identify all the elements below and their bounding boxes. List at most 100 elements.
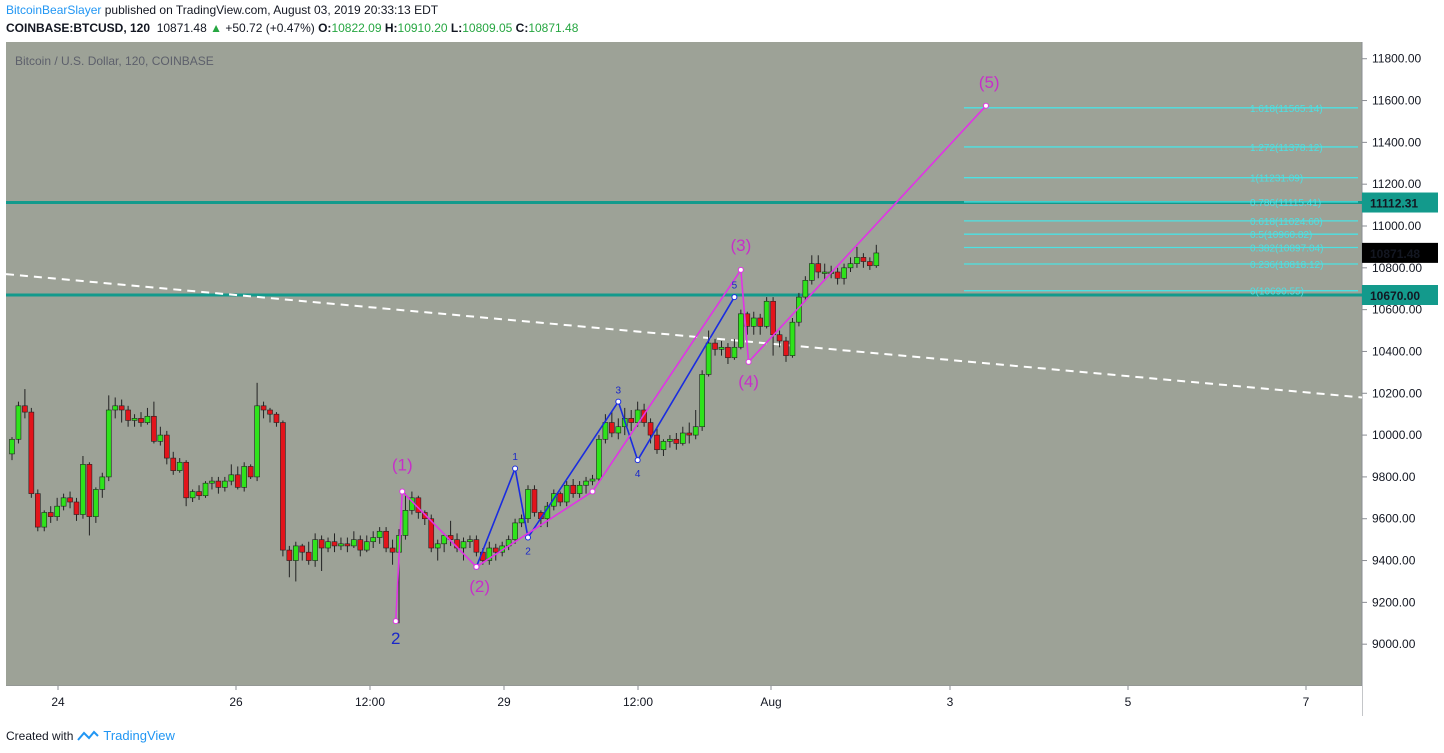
minor-wave-line-node — [731, 294, 738, 301]
x-tick-label: 12:00 — [355, 695, 385, 709]
candle-body — [151, 415, 157, 442]
candle-body — [112, 405, 118, 411]
candle-body — [563, 484, 570, 503]
major-wave-line-node — [982, 102, 989, 109]
candle-body — [15, 405, 22, 440]
candle-body — [54, 505, 60, 517]
candle-body — [144, 415, 151, 423]
y-tick-label: 10200.00 — [1372, 386, 1422, 400]
minor-wave-line-node — [525, 534, 531, 541]
candle-body — [609, 422, 615, 434]
y-tick-label: 11800.00 — [1372, 52, 1421, 66]
fib-level-label: 1.272(11378.12) — [1250, 143, 1323, 154]
change-arrow-icon: ▲ — [210, 21, 222, 35]
y-tick-label: 9800.00 — [1372, 470, 1416, 484]
candle-body — [222, 480, 228, 488]
candle-body — [267, 409, 273, 415]
candle-body — [292, 545, 299, 561]
candle-body — [280, 422, 286, 551]
minor-wave-line-node — [634, 457, 641, 464]
candle-body — [389, 547, 396, 553]
candle-body — [589, 478, 596, 482]
candle-body — [596, 438, 602, 480]
minor-wave-line — [475, 296, 736, 568]
tradingview-logo-icon — [77, 730, 100, 741]
candle-body — [28, 411, 35, 494]
candle-body — [273, 413, 280, 423]
candle-body — [241, 466, 247, 488]
candle-body — [73, 501, 80, 515]
publish-text: published on TradingView.com, August 03,… — [101, 3, 439, 17]
candle-body — [138, 418, 144, 423]
candle-body — [628, 418, 635, 423]
candle-body — [841, 267, 847, 279]
candle-body — [641, 409, 647, 423]
minor-wave-label: 1 — [512, 452, 518, 463]
candle-body — [660, 441, 667, 451]
major-wave-line-node — [392, 618, 399, 625]
footer: Created with TradingView — [6, 728, 175, 743]
minor-wave-label: 4 — [635, 469, 641, 480]
author-link[interactable]: BitcoinBearSlayer — [6, 3, 102, 17]
time-axis-background — [6, 686, 1362, 716]
last-price-label: 10871.48 — [1370, 247, 1420, 261]
minor-wave-line-node — [615, 398, 622, 405]
fib-level-label: 1(11231.09) — [1250, 174, 1303, 185]
candle-body — [170, 457, 177, 471]
candle-body — [383, 530, 389, 549]
fib-level-label: 0.618(11024.60) — [1250, 217, 1323, 228]
major-wave-line-node — [737, 266, 744, 273]
candle-body — [299, 545, 306, 553]
candle-body — [202, 482, 209, 497]
candle-body — [821, 271, 828, 274]
candle-body — [80, 464, 86, 515]
wave-2-label: 2 — [391, 629, 400, 648]
major-wave-label: (1) — [392, 456, 413, 475]
candle-body — [847, 263, 854, 269]
x-tick-label: Aug — [760, 695, 781, 709]
candle-body — [286, 549, 293, 561]
high-value: 10910.20 — [397, 21, 448, 35]
candle-body — [718, 346, 725, 350]
publish-line: BitcoinBearSlayer published on TradingVi… — [6, 3, 438, 17]
candle-body — [376, 530, 383, 538]
price-level-label: 11112.31 — [1370, 197, 1418, 211]
candle-body — [105, 409, 112, 478]
candle-body — [357, 539, 364, 551]
major-wave-label: (4) — [738, 372, 759, 391]
y-tick-label: 10800.00 — [1372, 261, 1422, 275]
symbol-label: COINBASE:BTCUSD, 120 — [6, 21, 151, 35]
minor-wave-label: 2 — [525, 546, 531, 557]
fib-level-label: 0.5(10960.82) — [1250, 230, 1312, 241]
y-tick-label: 10400.00 — [1372, 344, 1422, 358]
y-tick-label: 11600.00 — [1372, 94, 1421, 108]
y-tick-label: 9400.00 — [1372, 554, 1416, 568]
candle-body — [176, 461, 183, 471]
candle-body — [570, 484, 576, 494]
candle-body — [312, 539, 318, 561]
x-tick-label: 24 — [51, 695, 65, 709]
candle-body — [692, 426, 699, 436]
candle-body — [725, 346, 731, 359]
candle-body — [602, 422, 609, 440]
candle-body — [41, 512, 48, 528]
candle-body — [86, 464, 93, 517]
candle-body — [757, 317, 764, 327]
candle-body — [531, 489, 538, 513]
candle-body — [60, 497, 67, 507]
candle-body — [131, 418, 138, 421]
candle-body — [196, 491, 202, 497]
price-level-tag — [1362, 192, 1438, 213]
candle-body — [525, 489, 531, 520]
candle-body — [673, 438, 680, 444]
tradingview-link[interactable]: TradingView — [103, 728, 175, 743]
candle-body — [325, 541, 331, 549]
fib-level-label: 0(10690.55) — [1250, 287, 1304, 298]
last-price-tag — [1362, 242, 1438, 263]
candle-body — [9, 438, 15, 455]
candle-body — [254, 405, 260, 478]
candle-body — [557, 493, 564, 503]
candle-body — [699, 374, 705, 428]
open-label: O: — [318, 21, 332, 35]
